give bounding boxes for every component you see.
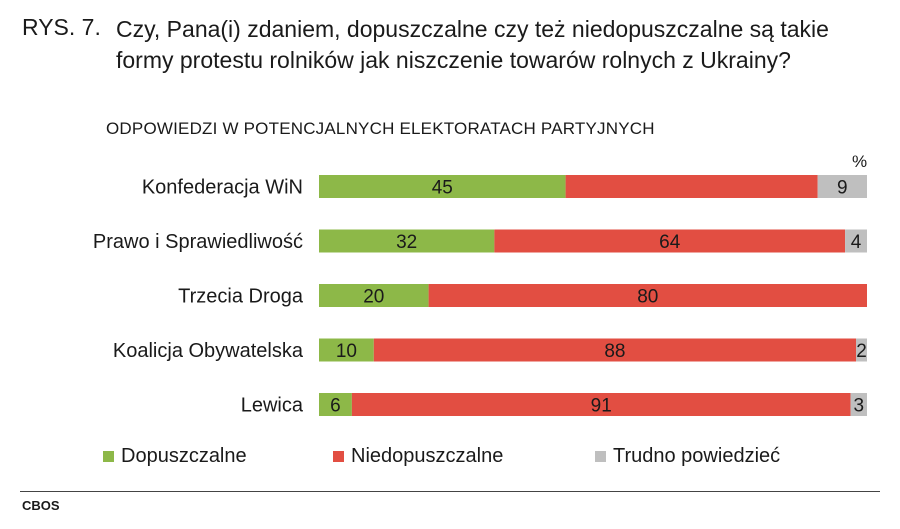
category-label: Trzecia Droga [178, 286, 304, 308]
unit-label: % [852, 152, 868, 171]
title-prefix: RYS. 7. [22, 14, 101, 40]
data-label: 91 [591, 396, 612, 417]
bar-segment-trudno [817, 175, 867, 198]
data-label: 32 [396, 232, 417, 253]
legend-swatch-trudno [595, 451, 606, 462]
data-label: 88 [604, 341, 625, 362]
data-label: 80 [637, 287, 658, 308]
bar-segment-niedopuszczalne [351, 393, 851, 416]
legend-swatch-niedopuszczalne [333, 451, 344, 462]
category-label: Prawo i Sprawiedliwość [93, 231, 303, 253]
data-label: 45 [432, 178, 453, 199]
legend-label-dopuszczalne: Dopuszczalne [121, 445, 247, 467]
bar-segment-dopuszczalne [319, 229, 495, 253]
category-label: Koalicja Obywatelska [113, 340, 304, 362]
source-label: CBOS [22, 498, 60, 513]
legend-item-dopuszczalne: Dopuszczalne [103, 445, 247, 468]
legend-label-trudno: Trudno powiedzieć [613, 445, 781, 467]
data-label: 4 [851, 232, 862, 253]
legend-label-niedopuszczalne: Niedopuszczalne [351, 445, 504, 467]
chart-title: Czy, Pana(i) zdaniem, dopuszczalne czy t… [116, 16, 829, 73]
legend-swatch-dopuszczalne [103, 451, 114, 462]
legend: Dopuszczalne Niedopuszczalne Trudno powi… [0, 445, 900, 471]
footer-divider [20, 491, 880, 492]
bar-segment-niedopuszczalne [494, 229, 846, 253]
legend-item-niedopuszczalne: Niedopuszczalne [333, 445, 503, 468]
bar-segment-trudno [856, 338, 867, 362]
stacked-bar-chart: Konfederacja WiN 45 9 Prawo i Sprawiedliwoś… [93, 175, 867, 417]
bar-segment-niedopuszczalne [565, 175, 818, 198]
bar-segment-niedopuszczalne [428, 284, 867, 307]
data-label: 6 [330, 396, 341, 417]
bar-segment-dopuszczalne [319, 175, 566, 198]
data-label: 64 [659, 232, 681, 253]
data-label: 10 [336, 341, 357, 362]
data-label: 2 [856, 341, 867, 362]
bar-segment-dopuszczalne [319, 393, 352, 416]
bar-segment-dopuszczalne [319, 338, 374, 362]
bar-segment-trudno [850, 393, 867, 416]
data-label: 9 [837, 178, 848, 199]
data-label: 20 [363, 287, 384, 308]
category-label: Lewica [241, 395, 304, 417]
bar-segment-trudno [845, 229, 867, 253]
chart-subtitle: ODPOWIEDZI W POTENCJALNYCH ELEKTORATACH … [106, 119, 655, 138]
legend-item-trudno: Trudno powiedzieć [595, 445, 780, 468]
category-label: Konfederacja WiN [142, 177, 303, 199]
bar-segment-niedopuszczalne [373, 338, 857, 362]
bar-segment-dopuszczalne [319, 284, 429, 307]
data-label: 3 [853, 396, 864, 417]
